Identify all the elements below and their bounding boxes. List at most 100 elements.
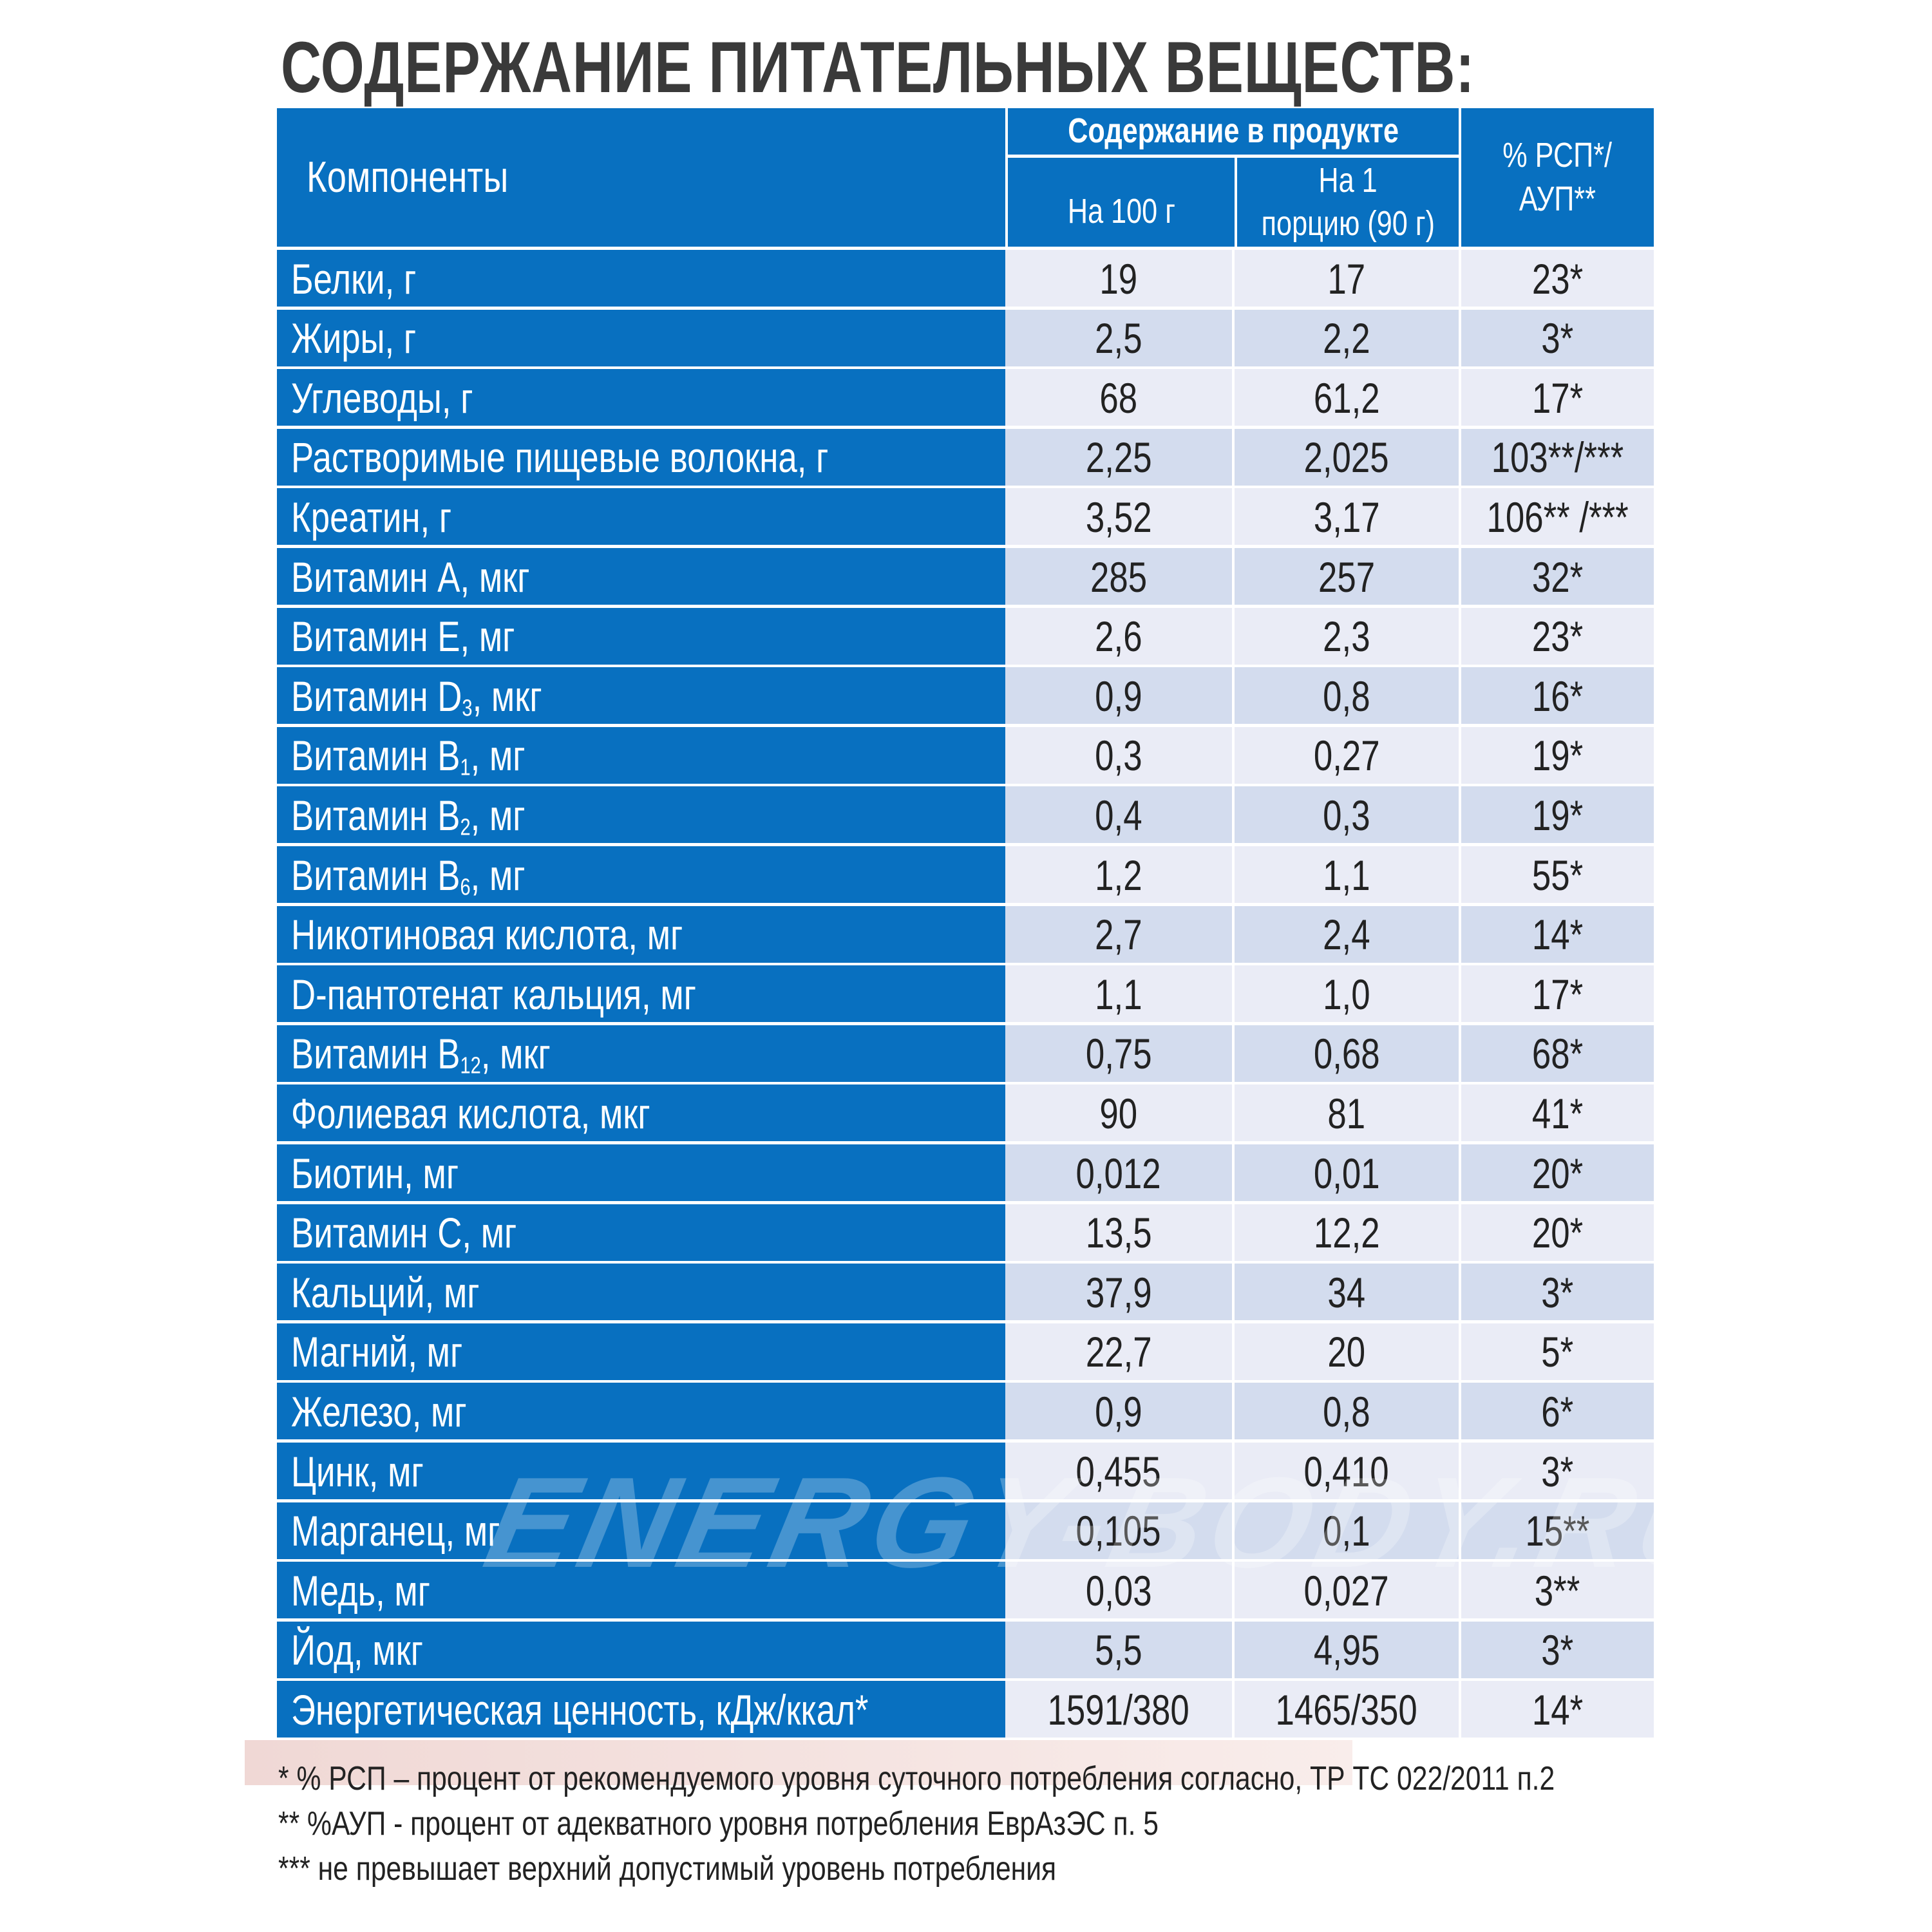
value-per-portion: 0,8 xyxy=(1235,667,1459,724)
value-per-portion: 3,17 xyxy=(1235,488,1459,545)
nutrient-name: Витамин В12, мкг xyxy=(277,1025,1005,1082)
value-per-100g: 2,6 xyxy=(1005,607,1232,665)
value-per-portion: 2,025 xyxy=(1235,428,1459,486)
value-per-100g: 0,9 xyxy=(1005,1383,1232,1440)
nutrient-name: Никотиновая кислота, мг xyxy=(277,905,1005,963)
header-percent: % РСП*/ АУП** xyxy=(1461,108,1654,247)
footnote-3: *** не превышает верхний допустимый уров… xyxy=(278,1850,1057,1888)
table-row: Витамин D3, мкг 0,9 0,8 16* xyxy=(277,667,1654,727)
header-components: Компоненты xyxy=(277,108,1005,247)
nutrient-name: Йод, мкг xyxy=(277,1621,1005,1678)
value-percent: 20* xyxy=(1461,1204,1654,1261)
value-per-portion: 1,0 xyxy=(1235,965,1459,1023)
table-row: Жиры, г 2,5 2,2 3* xyxy=(277,309,1654,370)
table-row: Растворимые пищевые волокна, г 2,25 2,025 1… xyxy=(277,428,1654,489)
value-percent: 55* xyxy=(1461,846,1654,903)
value-per-portion: 81 xyxy=(1235,1084,1459,1142)
value-per-portion: 0,027 xyxy=(1235,1562,1459,1619)
value-per-100g: 37,9 xyxy=(1005,1264,1232,1321)
table-row: Цинк, мг 0,455 0,410 3* xyxy=(277,1443,1654,1502)
nutrient-name: Магний, мг xyxy=(277,1323,1005,1380)
watermark: ENERGY-BODY.RU xyxy=(474,1451,1755,1595)
nutrient-name: Белки, г xyxy=(277,250,1005,307)
value-percent: 23* xyxy=(1461,607,1654,665)
value-per-100g: 285 xyxy=(1005,548,1232,605)
header-per-portion: На 1 порцию (90 г) xyxy=(1237,158,1459,247)
header-per-portion-line2: порцию (90 г) xyxy=(1261,204,1435,243)
table-row: Биотин, мг 0,012 0,01 20* xyxy=(277,1144,1654,1204)
table-row: Витамин С, мг 13,5 12,2 20* xyxy=(277,1204,1654,1264)
value-per-100g: 0,455 xyxy=(1005,1443,1232,1499)
nutrient-name: Биотин, мг xyxy=(277,1144,1005,1201)
table-row: Марганец, мг 0,105 0,1 15** xyxy=(277,1502,1654,1562)
value-per-portion: 0,1 xyxy=(1235,1502,1459,1559)
value-per-100g: 3,52 xyxy=(1005,488,1232,545)
nutrient-name: Креатин, г xyxy=(277,488,1005,545)
nutrient-name: Витамин В2, мг xyxy=(277,786,1005,844)
nutrient-name: Медь, мг xyxy=(277,1562,1005,1619)
nutrient-name: Витамин С, мг xyxy=(277,1204,1005,1261)
value-per-100g: 0,03 xyxy=(1005,1562,1232,1619)
value-per-100g: 0,105 xyxy=(1005,1502,1232,1559)
table-row: Витамин В6, мг 1,2 1,1 55* xyxy=(277,846,1654,906)
value-percent: 19* xyxy=(1461,786,1654,844)
value-percent: 103**/*** xyxy=(1461,428,1654,486)
table-row: Витамин А, мкг 285 257 32* xyxy=(277,548,1654,608)
value-per-100g: 19 xyxy=(1005,250,1232,307)
value-percent: 15** xyxy=(1461,1502,1654,1559)
table-row: Медь, мг 0,03 0,027 3** xyxy=(277,1562,1654,1622)
table-row: Йод, мкг 5,5 4,95 3* xyxy=(277,1621,1654,1681)
nutrient-name: Растворимые пищевые волокна, г xyxy=(277,428,1005,486)
table-row: Углеводы, г 68 61,2 17* xyxy=(277,369,1654,429)
header-per-portion-line1: На 1 xyxy=(1318,160,1378,200)
value-percent: 68* xyxy=(1461,1025,1654,1082)
table-row: Белки, г 19 17 23* xyxy=(277,250,1654,310)
table-row: Витамин Е, мг 2,6 2,3 23* xyxy=(277,607,1654,668)
header-percent-line1: % РСП*/ xyxy=(1502,136,1613,175)
value-per-portion: 0,3 xyxy=(1235,786,1459,844)
value-percent: 16* xyxy=(1461,667,1654,724)
value-per-100g: 68 xyxy=(1005,369,1232,426)
header-per-100: На 100 г xyxy=(1008,158,1235,247)
value-per-100g: 0,75 xyxy=(1005,1025,1232,1082)
value-per-portion: 1,1 xyxy=(1235,846,1459,903)
value-per-portion: 0,27 xyxy=(1235,726,1459,784)
table-row: Витамин В2, мг 0,4 0,3 19* xyxy=(277,786,1654,846)
value-per-100g: 1,2 xyxy=(1005,846,1232,903)
value-per-portion: 2,2 xyxy=(1235,309,1459,366)
nutrient-name: Витамин D3, мкг xyxy=(277,667,1005,724)
nutrient-name: Цинк, мг xyxy=(277,1443,1005,1499)
value-percent: 32* xyxy=(1461,548,1654,605)
header-per-100-label: На 100 г xyxy=(1067,192,1175,231)
value-per-100g: 90 xyxy=(1005,1084,1232,1142)
value-per-portion: 1465/350 xyxy=(1235,1681,1459,1738)
value-per-portion: 4,95 xyxy=(1235,1621,1459,1678)
value-percent: 17* xyxy=(1461,965,1654,1023)
value-per-portion: 17 xyxy=(1235,250,1459,307)
value-per-portion: 12,2 xyxy=(1235,1204,1459,1261)
nutrient-name: Витамин А, мкг xyxy=(277,548,1005,605)
header-content-group-label: Содержание в продукте xyxy=(1068,111,1399,151)
nutrient-name: Фолиевая кислота, мкг xyxy=(277,1084,1005,1142)
value-per-portion: 0,410 xyxy=(1235,1443,1459,1499)
nutrient-name: Витамин В6, мг xyxy=(277,846,1005,903)
footnote-1: * % РСП – процент от рекомендуемого уров… xyxy=(278,1760,1555,1797)
table-row: Железо, мг 0,9 0,8 6* xyxy=(277,1383,1654,1443)
nutrient-name: Железо, мг xyxy=(277,1383,1005,1440)
value-per-portion: 2,4 xyxy=(1235,905,1459,963)
value-percent: 3* xyxy=(1461,1264,1654,1321)
table-row: Кальций, мг 37,9 34 3* xyxy=(277,1264,1654,1323)
nutrient-name: Кальций, мг xyxy=(277,1264,1005,1321)
value-per-portion: 0,68 xyxy=(1235,1025,1459,1082)
value-percent: 14* xyxy=(1461,1681,1654,1738)
table-row: Никотиновая кислота, мг 2,7 2,4 14* xyxy=(277,905,1654,966)
nutrient-name: Энергетическая ценность, кДж/ккал* xyxy=(277,1681,1005,1738)
value-per-100g: 2,5 xyxy=(1005,309,1232,366)
value-per-100g: 0,9 xyxy=(1005,667,1232,724)
page-title: СОДЕРЖАНИЕ ПИТАТЕЛЬНЫХ ВЕЩЕСТВ: xyxy=(281,27,1475,108)
value-percent: 23* xyxy=(1461,250,1654,307)
header-content-group: Содержание в продукте xyxy=(1008,108,1459,155)
table-row: D-пантотенат кальция, мг 1,1 1,0 17* xyxy=(277,965,1654,1025)
value-per-100g: 1,1 xyxy=(1005,965,1232,1023)
value-per-portion: 0,01 xyxy=(1235,1144,1459,1201)
